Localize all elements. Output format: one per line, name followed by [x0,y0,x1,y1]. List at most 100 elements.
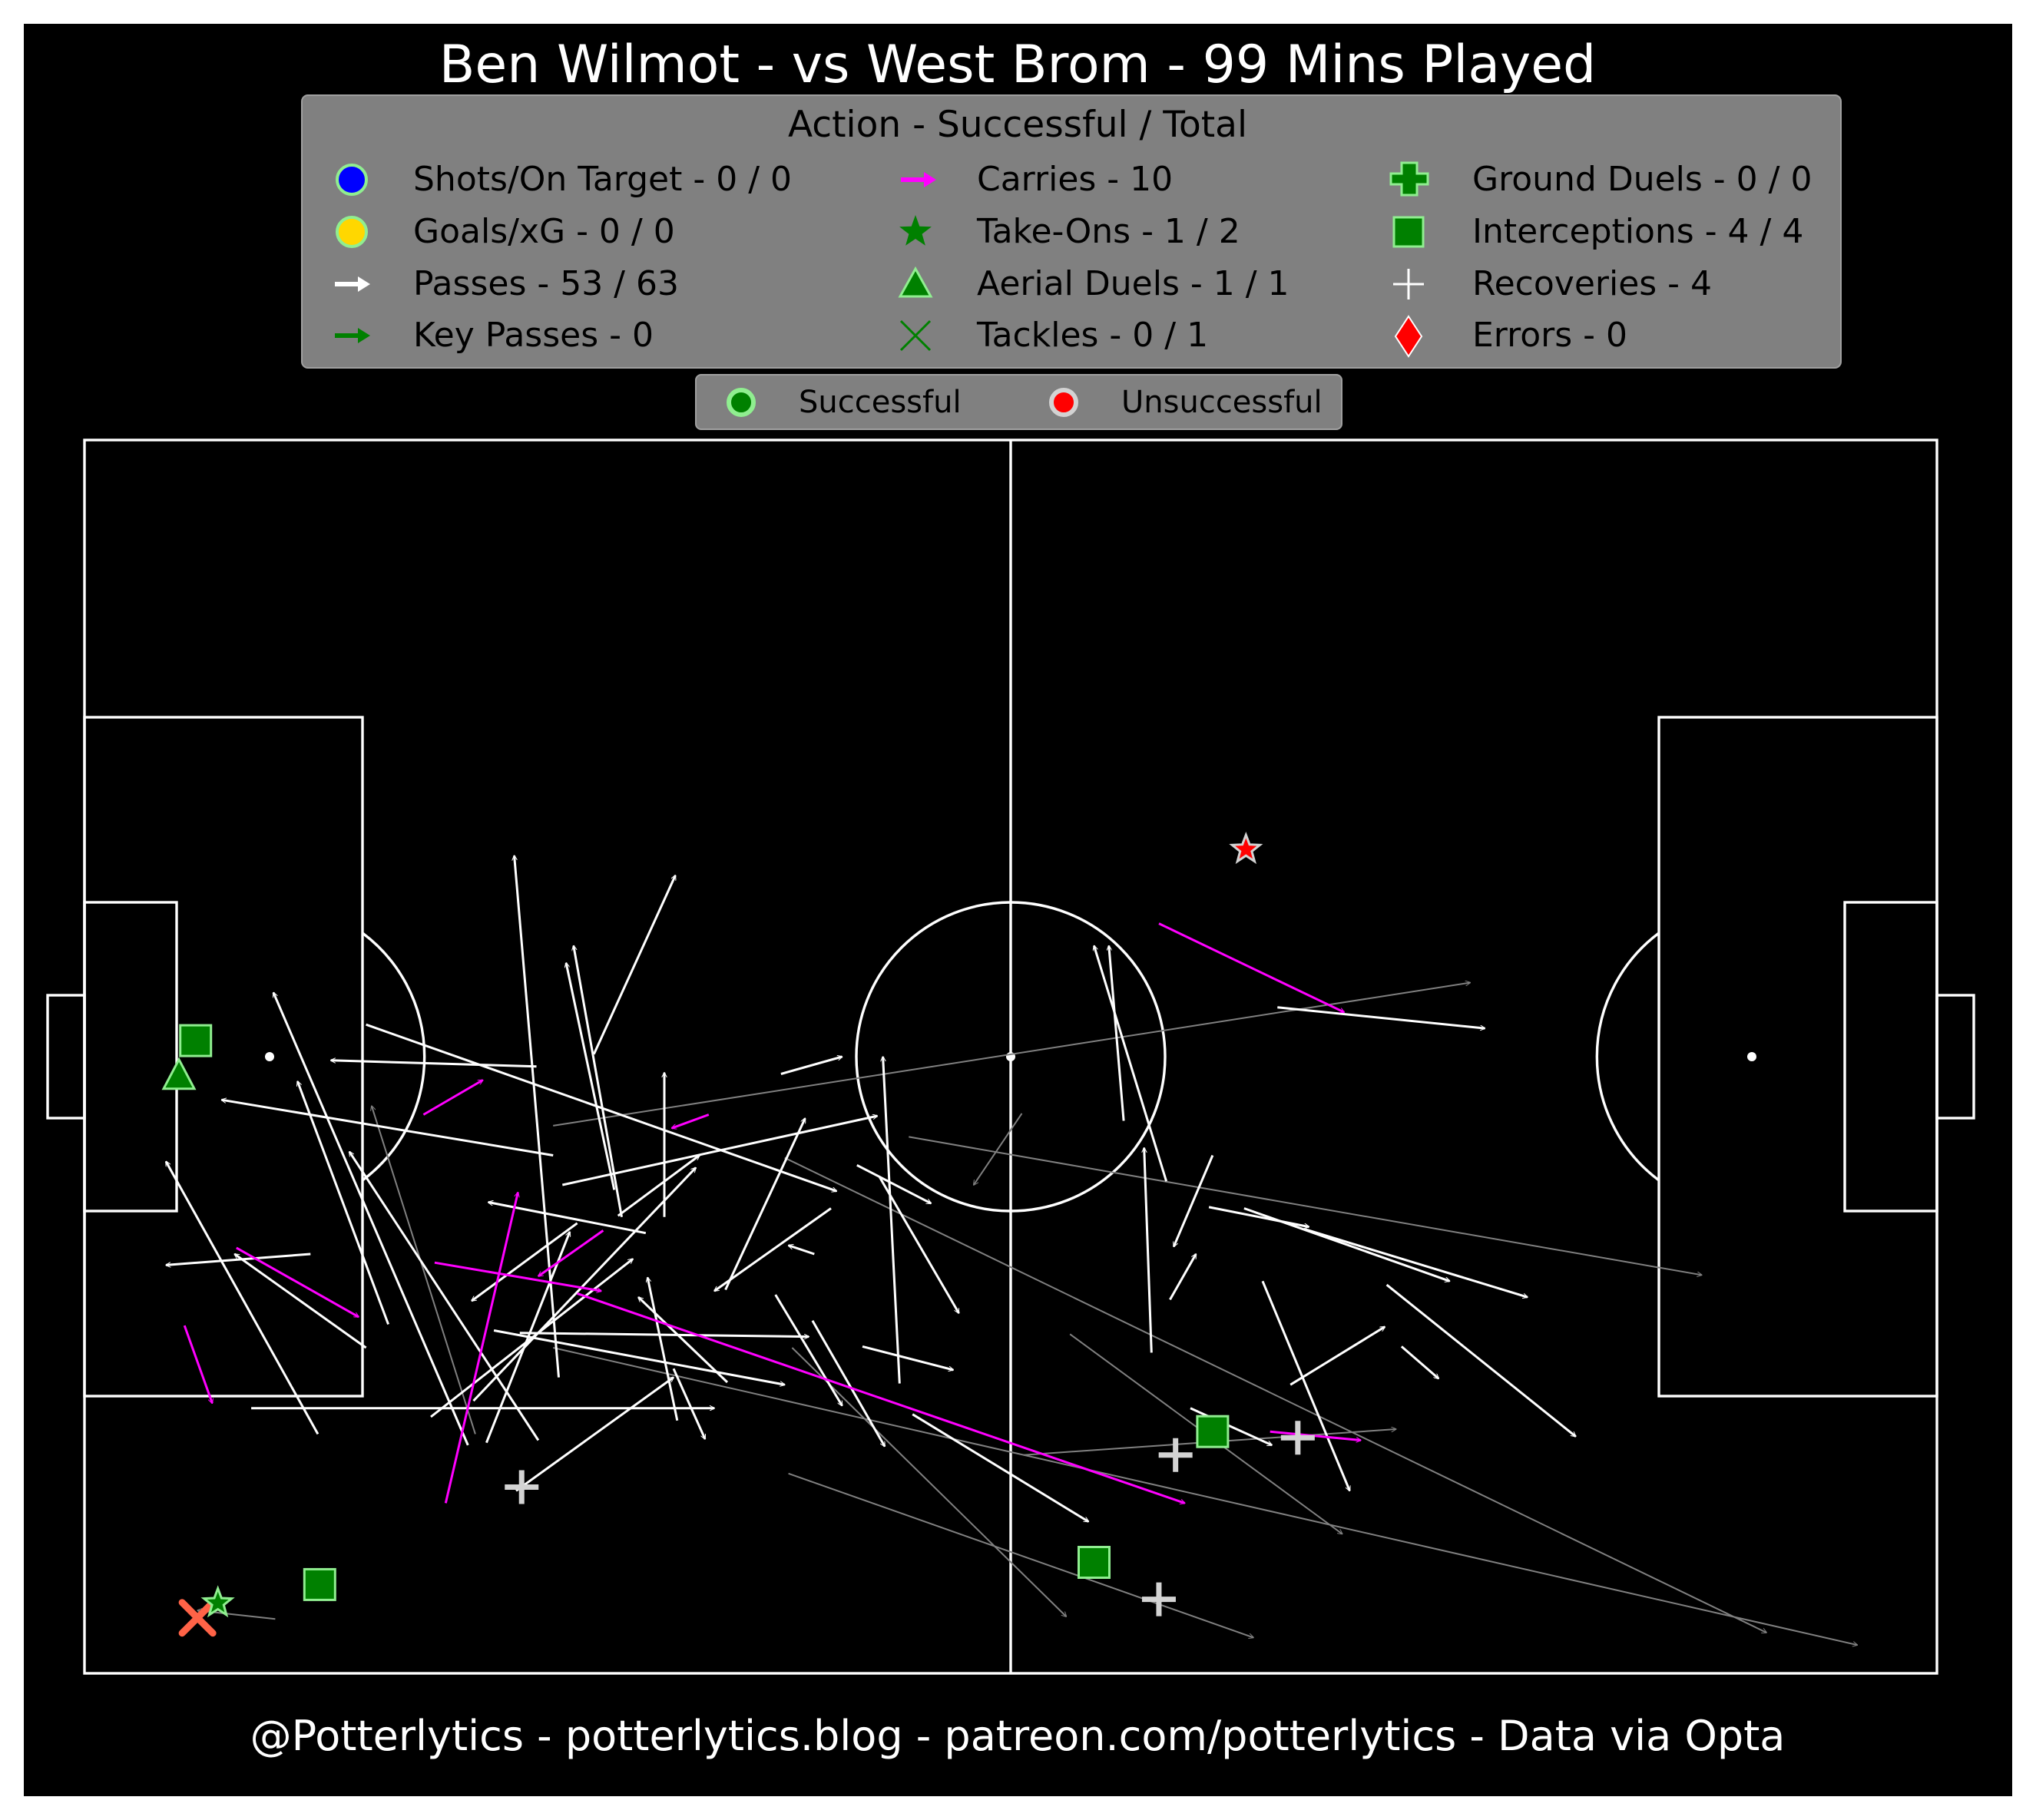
successful-pass-arrow [164,1162,319,1435]
successful-pass-arrow [672,1368,707,1439]
unsuccessful-pass-arrow [788,1472,1253,1638]
aerial-duel-triangle-icon [898,266,933,298]
take-on-marker [1229,831,1263,865]
legend-label-ground-duels: Ground Duels - 0 / 0 [1472,160,1812,199]
legend-item-key-passes: Key Passes - 0 [335,316,654,355]
recovery-marker [505,1470,539,1504]
carry-arrow [1158,922,1344,1014]
successful-pass-arrow [780,1057,843,1075]
centre-circle [855,901,1167,1213]
tackle-marker [178,1599,217,1637]
unsuccessful-passes-layer [197,983,1857,1646]
successful-pass-arrow [515,1376,674,1492]
successful-pass-arrow [472,1222,578,1302]
unsuccessful-pass-arrow [974,1113,1023,1185]
unsuccessful-pass-arrow [784,1157,1766,1633]
left-penalty-spot [265,1052,274,1061]
successful-marker-icon [727,388,756,417]
successful-pass-arrow [1109,946,1125,1121]
pass-arrow-head-icon [358,276,370,292]
successful-pass-arrow [561,1116,877,1186]
legend-item-goals: Goals/xG - 0 / 0 [336,212,675,251]
event-markers-layer [161,831,1315,1637]
carry-arrow [672,1114,710,1129]
unsuccessful-pass-arrow [909,1136,1701,1275]
legend-label-interceptions: Interceptions - 4 / 4 [1472,212,1803,251]
legend-item-ground-duels: Ground Duels - 0 / 0 [1389,160,1812,199]
pitch [46,438,1975,1675]
successful-pass-arrow [1190,1407,1272,1447]
take-on-star-icon [899,215,932,246]
legend-label-errors: Errors - 0 [1472,316,1627,355]
successful-pass-arrow [714,1207,832,1292]
interception-marker [179,1024,213,1057]
successful-pass-arrow [774,1294,843,1406]
error-diamond-icon [1394,315,1423,358]
carry-arrow [236,1246,359,1319]
outcome-legend: Successful Unsuccessful [695,374,1342,430]
successful-pass-arrow [789,1246,815,1256]
successful-pass-arrow [331,1061,537,1068]
successful-pass-arrow [724,1118,806,1291]
carry-arrow [422,1079,482,1116]
successful-pass-arrow [272,993,469,1446]
recovery-marker [1280,1421,1315,1455]
successful-pass-arrow [856,1163,932,1205]
take-on-marker [200,1585,235,1618]
carry-arrow [538,1229,604,1278]
legend-label-tackles: Tackles - 0 / 1 [976,316,1208,355]
carry-arrow-head-icon [924,172,936,187]
right-penalty-spot [1747,1052,1756,1061]
interception-marker [1196,1415,1230,1448]
outcome-label-successful: Successful [799,385,962,420]
successful-pass-arrow [883,1057,901,1384]
successful-pass-arrow [366,1023,837,1191]
legend-label-take-ons: Take-Ons - 1 / 2 [976,212,1240,251]
legend-item-errors: Errors - 0 [1394,315,1627,358]
legend-item-passes: Passes - 53 / 63 [335,264,679,303]
successful-pass-arrow [493,1329,785,1385]
successful-pass-arrow [1277,1006,1485,1028]
successful-pass-arrow [1172,1154,1214,1247]
right-goal [1935,994,1975,1120]
outcome-legend-box [695,374,1342,430]
key-pass-arrow-head-icon [358,328,370,343]
successful-pass-arrow [472,1168,697,1402]
successful-pass-arrow [878,1176,960,1313]
successful-pass-arrow [519,1332,809,1337]
unsuccessful-pass-arrow [553,983,1470,1127]
unsuccessful-marker-icon [1049,388,1078,417]
successful-pass-arrow [638,1297,729,1384]
successful-pass-arrow [1094,946,1168,1182]
successful-pass-arrow [912,1413,1088,1523]
carries-layer [183,922,1361,1504]
legend-item-shots: Shots/On Target - 0 / 0 [336,160,792,199]
recovery-marker [1141,1582,1176,1616]
successful-pass-arrow [811,1319,886,1447]
successful-pass-arrow [166,1252,311,1265]
successful-pass-arrow [222,1100,554,1157]
legend-item-recoveries: Recoveries - 4 [1393,264,1712,303]
successful-pass-arrow [617,1154,700,1217]
ground-duel-plus-icon [1389,161,1429,197]
carry-arrow [577,1292,1185,1503]
carry-arrow [1270,1430,1361,1440]
legend-label-aerial-duels: Aerial Duels - 1 / 1 [977,264,1289,303]
recovery-plus-icon [1393,269,1424,299]
outcome-label-unsuccessful: Unsuccessful [1121,385,1323,420]
goal-icon [336,216,368,248]
unsuccessful-pass-arrow [791,1347,1066,1616]
legend-label-recoveries: Recoveries - 4 [1472,264,1712,303]
successful-pass-arrow [1305,1228,1528,1297]
legend-item-aerial-duels: Aerial Duels - 1 / 1 [898,264,1289,303]
legend-label-goals: Goals/xG - 0 / 0 [413,212,675,251]
successful-pass-arrow [234,1252,367,1349]
legend-label-key-passes: Key Passes - 0 [413,316,654,355]
legend-item-tackles: Tackles - 0 / 1 [899,316,1208,355]
successful-pass-arrow [297,1081,390,1325]
successful-pass-arrow [566,963,616,1190]
legend-item-carries: Carries - 10 [901,160,1173,199]
successful-passes-layer [164,855,1576,1523]
